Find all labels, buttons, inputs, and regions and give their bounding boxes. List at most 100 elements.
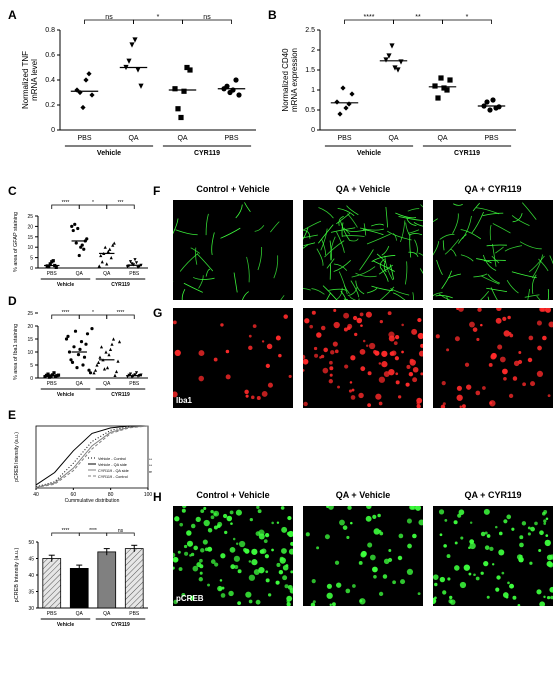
svg-text:****: **** <box>89 528 97 534</box>
svg-text:****: **** <box>149 457 152 462</box>
svg-text:pCREB Intensity (a.u.): pCREB Intensity (a.u.) <box>14 432 20 482</box>
svg-text:QA: QA <box>76 271 84 277</box>
micro-g-1: Iba1 <box>173 308 293 408</box>
panel-e-bar-chart: 30 35 40 45 50 pCREB Intensity (a.u.) PBS QA QA P… <box>12 526 152 636</box>
panel-a-chart: 00.20.40.60.8Normalized TNFmRNA levelPBS… <box>20 12 260 162</box>
svg-text:CYR119: CYR119 <box>111 282 130 288</box>
svg-text:PBS: PBS <box>224 135 238 142</box>
svg-text:50: 50 <box>28 540 34 546</box>
svg-text:CYR119: CYR119 <box>111 392 130 398</box>
svg-text:40: 40 <box>33 492 39 498</box>
svg-text:****: **** <box>117 310 125 316</box>
micro-h-3 <box>433 506 553 606</box>
image-title-6: QA + CYR119 <box>433 490 553 500</box>
svg-text:Vehicle: Vehicle <box>97 150 121 157</box>
svg-text:PBS: PBS <box>129 381 140 387</box>
svg-text:0.5: 0.5 <box>305 107 315 114</box>
svg-text:PBS: PBS <box>484 135 498 142</box>
micro-h-label: pCREB <box>176 594 204 603</box>
svg-text:2.5: 2.5 <box>305 27 315 34</box>
svg-text:Vehicle: Vehicle <box>357 150 381 157</box>
panel-c-chart: 0510152025% area of GFAP stainingPBSQAQA… <box>12 198 152 296</box>
svg-text:25: 25 <box>27 214 33 220</box>
svg-text:ns: ns <box>203 14 211 21</box>
svg-text:****: **** <box>149 463 152 468</box>
svg-text:****: **** <box>62 200 70 206</box>
svg-text:2: 2 <box>311 47 315 54</box>
panel-label-a: A <box>8 8 17 22</box>
micro-f-2 <box>303 200 423 300</box>
svg-text:CYR119 - Control: CYR119 - Control <box>98 475 128 479</box>
svg-text:****: **** <box>62 528 70 534</box>
svg-text:1: 1 <box>311 87 315 94</box>
svg-text:PBS: PBS <box>129 611 140 617</box>
svg-text:% area of GFAP staining: % area of GFAP staining <box>13 212 19 272</box>
svg-text:35: 35 <box>28 590 34 596</box>
svg-text:pCREB Intensity (a.u.): pCREB Intensity (a.u.) <box>14 547 20 602</box>
svg-text:1.5: 1.5 <box>305 67 315 74</box>
svg-text:20: 20 <box>27 224 33 230</box>
svg-text:% area of Iba1 staining: % area of Iba1 staining <box>13 324 19 380</box>
svg-text:10: 10 <box>27 245 33 251</box>
svg-text:15: 15 <box>27 235 33 241</box>
svg-text:0.8: 0.8 <box>45 27 55 34</box>
svg-text:Vehicle: Vehicle <box>57 622 74 628</box>
svg-text:QA: QA <box>128 135 138 142</box>
panel-label-b: B <box>268 8 277 22</box>
panel-label-h: H <box>153 490 162 504</box>
svg-text:PBS: PBS <box>337 135 351 142</box>
image-title-3: QA + CYR119 <box>433 184 553 194</box>
micro-h-1: pCREB <box>173 506 293 606</box>
svg-text:0: 0 <box>311 127 315 134</box>
svg-text:PBS: PBS <box>47 611 58 617</box>
svg-text:100: 100 <box>144 492 152 498</box>
svg-text:Cummulative distribution: Cummulative distribution <box>65 498 120 504</box>
svg-text:**: ** <box>415 14 421 21</box>
micro-g-2 <box>303 308 423 408</box>
micro-f-1 <box>173 200 293 300</box>
svg-text:*: * <box>92 200 94 206</box>
svg-text:45: 45 <box>28 557 34 563</box>
svg-text:0.6: 0.6 <box>45 52 55 59</box>
panel-label-g: G <box>153 306 162 320</box>
micro-g-label: Iba1 <box>176 396 192 405</box>
svg-text:QA: QA <box>76 611 84 617</box>
svg-text:CYR119: CYR119 <box>111 622 130 628</box>
svg-text:ns: ns <box>118 528 124 534</box>
svg-text:PBS: PBS <box>47 381 58 387</box>
svg-text:30: 30 <box>28 606 34 612</box>
svg-text:***: *** <box>118 200 124 206</box>
svg-text:QA: QA <box>388 135 398 142</box>
svg-text:0: 0 <box>30 376 33 382</box>
svg-text:25: 25 <box>27 311 33 317</box>
svg-text:0.4: 0.4 <box>45 77 55 84</box>
svg-text:5: 5 <box>30 363 33 369</box>
svg-text:40: 40 <box>28 573 34 579</box>
svg-text:PBS: PBS <box>77 135 91 142</box>
svg-text:Vehicle - Control: Vehicle - Control <box>98 457 126 461</box>
svg-text:QA: QA <box>177 135 187 142</box>
image-title-4: Control + Vehicle <box>173 490 293 500</box>
svg-text:****: **** <box>364 14 375 21</box>
svg-text:CYR119: CYR119 <box>194 150 220 157</box>
micro-f-3 <box>433 200 553 300</box>
svg-text:*: * <box>92 310 94 316</box>
svg-text:QA: QA <box>103 611 111 617</box>
panel-e-cdf-chart: 406080100pCREB Intensity (a.u.)Cummulati… <box>12 422 152 504</box>
svg-text:CYR119 - QA side: CYR119 - QA side <box>98 469 129 473</box>
svg-text:5: 5 <box>30 256 33 262</box>
svg-text:Vehicle - QA side: Vehicle - QA side <box>98 463 127 467</box>
svg-text:0: 0 <box>30 266 33 272</box>
svg-text:Vehicle: Vehicle <box>57 282 74 288</box>
svg-text:0.2: 0.2 <box>45 102 55 109</box>
svg-text:mRNA expression: mRNA expression <box>290 48 299 112</box>
svg-text:Normalized CD40: Normalized CD40 <box>281 48 290 112</box>
image-title-5: QA + Vehicle <box>303 490 423 500</box>
panel-label-f: F <box>153 184 160 198</box>
svg-text:CYR119: CYR119 <box>454 150 480 157</box>
svg-text:*: * <box>466 14 469 21</box>
svg-text:mRNA level: mRNA level <box>30 59 39 101</box>
image-title-1: Control + Vehicle <box>173 184 293 194</box>
image-title-2: QA + Vehicle <box>303 184 423 194</box>
svg-text:PBS: PBS <box>47 271 58 277</box>
